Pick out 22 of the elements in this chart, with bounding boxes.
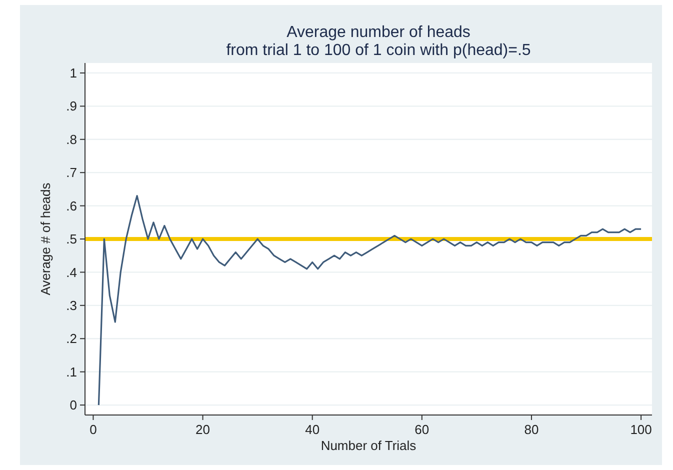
y-tick-label: .9: [66, 98, 77, 114]
y-axis-title: Average # of heads: [38, 182, 53, 296]
y-tick-label: .7: [66, 165, 77, 180]
y-tick-label: .4: [66, 264, 77, 280]
x-tick-label: 20: [196, 422, 210, 437]
y-tick-label: .2: [66, 331, 77, 346]
line-series: [98, 195, 642, 406]
x-tick-label: 80: [524, 422, 539, 437]
chart-subtitle: from trial 1 to 100 of 1 coin with p(head)=.5: [226, 42, 531, 59]
x-axis-title: Number of Trials: [320, 438, 417, 453]
x-tick-label: 40: [305, 422, 320, 437]
y-tick-label: .6: [66, 198, 77, 214]
y-tick-label: .1: [66, 364, 77, 380]
chart-title: Average number of heads: [286, 24, 470, 41]
y-tick-label: 0: [70, 398, 77, 413]
y-tick-label: 1: [70, 66, 77, 81]
x-tick-label: 0: [90, 422, 97, 437]
y-tick-label: .5: [66, 232, 77, 247]
x-tick-label: 60: [414, 422, 430, 437]
y-tick-label: .3: [66, 298, 77, 313]
y-tick-label: .8: [66, 132, 77, 147]
x-tick-label: 100: [630, 422, 652, 437]
